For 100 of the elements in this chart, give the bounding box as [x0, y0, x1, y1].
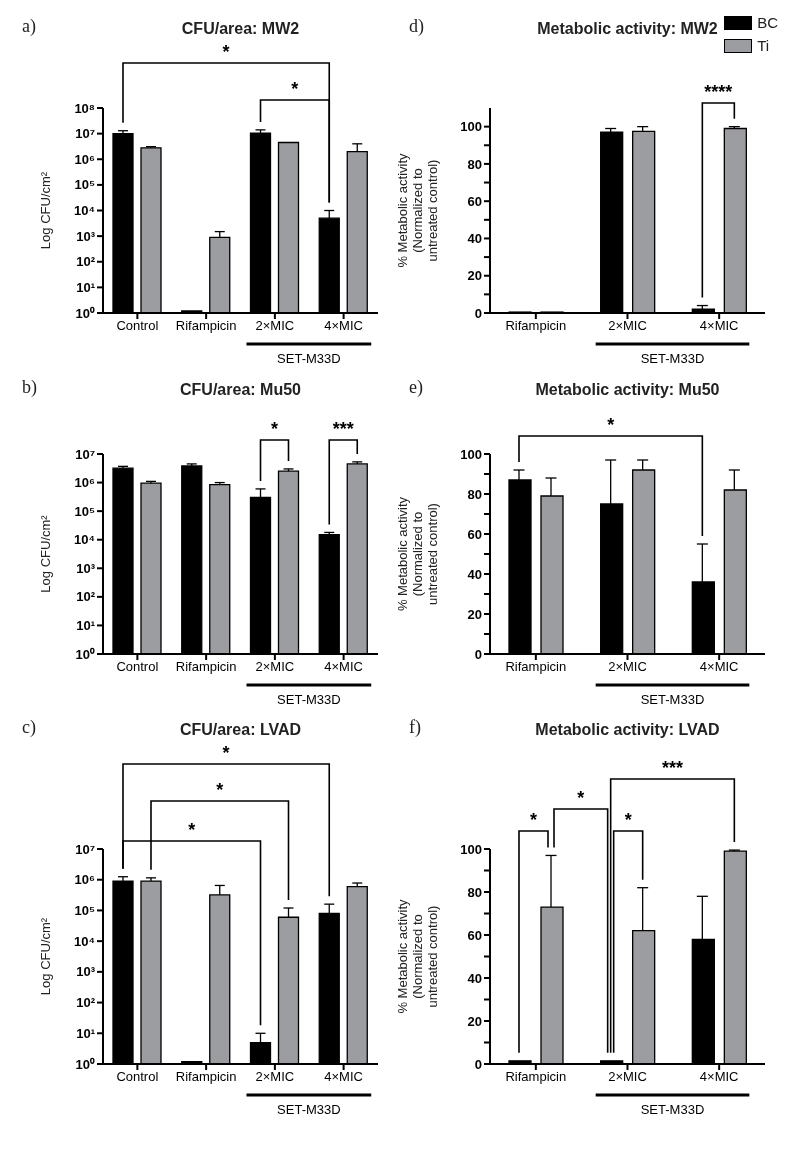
x-tick-label: 2×MIC	[255, 318, 295, 334]
text: ***	[332, 418, 354, 439]
y-tick-label: 10¹	[76, 617, 95, 633]
text: ***	[661, 758, 684, 779]
y-tick-label: 10⁷	[75, 841, 95, 857]
x-tick-label: Rifampicin	[175, 318, 237, 334]
y-axis-title: % Metabolic activity (Normalized to untreated control)	[395, 899, 440, 1014]
x-tick-label: 2×MIC	[608, 658, 647, 674]
y-tick-label: 40	[467, 231, 482, 247]
y-tick-label: 20	[467, 606, 482, 622]
text: SET-M33D	[277, 1102, 341, 1118]
x-tick-label: 2×MIC	[608, 318, 647, 334]
y-tick-label: 80	[467, 156, 482, 172]
y-tick-label: 10³	[76, 228, 96, 244]
x-tick-label: Rifampicin	[505, 318, 567, 334]
y-tick-label: 40	[467, 566, 482, 582]
text: *	[188, 820, 196, 841]
y-tick-label: 10⁶	[74, 872, 96, 888]
text: ****	[704, 82, 733, 102]
x-tick-label: 4×MIC	[324, 1069, 363, 1085]
y-tick-label: 10¹	[76, 279, 95, 295]
text: *	[222, 743, 230, 764]
legend-label: Ti	[757, 37, 770, 54]
y-tick-label: 60	[467, 193, 482, 209]
x-tick-label: Rifampicin	[505, 1069, 567, 1085]
text: f)	[409, 717, 421, 739]
text: b)	[22, 376, 37, 398]
text: d)	[409, 16, 424, 37]
y-tick-label: 10⁴	[74, 531, 95, 547]
x-tick-label: 4×MIC	[324, 658, 363, 674]
text: *	[222, 42, 230, 62]
y-tick-label: 10⁴	[74, 934, 95, 950]
text: c)	[22, 717, 36, 739]
legend-label: BC	[757, 14, 778, 31]
y-axis-title: Log CFU/cm²	[38, 171, 53, 250]
y-tick-label: 100	[460, 119, 482, 135]
text: *	[216, 780, 224, 801]
chart-title: Metabolic activity: MW2	[537, 20, 718, 37]
text: *	[577, 788, 585, 809]
y-tick-label: 40	[467, 970, 482, 986]
x-tick-label: Control	[116, 1069, 159, 1085]
y-tick-label: 10²	[76, 589, 96, 605]
y-tick-label: 0	[474, 1056, 482, 1072]
y-tick-label: 10¹	[76, 1026, 95, 1042]
y-tick-label: 10³	[76, 964, 96, 980]
text: SET-M33D	[640, 691, 705, 707]
y-tick-label: 10⁵	[74, 503, 95, 519]
y-tick-label: 0	[474, 305, 482, 321]
y-tick-label: 10⁷	[75, 126, 95, 142]
x-tick-label: 2×MIC	[255, 658, 295, 674]
text: *	[607, 414, 615, 435]
y-axis-title: % Metabolic activity (Normalized to untreated control)	[395, 496, 440, 611]
y-tick-label: 60	[467, 526, 482, 542]
x-tick-label: 4×MIC	[699, 1069, 739, 1085]
y-axis-title: % Metabolic activity (Normalized to untreated control)	[395, 152, 440, 268]
y-axis-title: Log CFU/cm²	[38, 514, 53, 593]
y-tick-label: 100	[460, 446, 482, 462]
text: SET-M33D	[640, 351, 705, 366]
y-tick-label: 60	[467, 927, 482, 943]
y-tick-label: 100	[460, 841, 482, 857]
x-tick-label: 2×MIC	[255, 1069, 295, 1085]
x-tick-label: Rifampicin	[505, 658, 567, 674]
y-tick-label: 10⁵	[74, 177, 95, 193]
text: *	[270, 418, 279, 439]
chart-title: Metabolic activity: LVAD	[534, 721, 721, 740]
y-tick-label: 20	[467, 1013, 482, 1029]
y-tick-label: 80	[467, 884, 482, 900]
y-tick-label: 10⁸	[74, 100, 95, 116]
x-tick-label: 4×MIC	[324, 318, 363, 334]
y-tick-label: 10⁷	[75, 446, 95, 462]
y-axis-title: Log CFU/cm²	[38, 917, 53, 996]
chart-title: CFU/area: Mu50	[180, 380, 301, 398]
y-tick-label: 10³	[76, 560, 96, 576]
chart-title: Metabolic activity: Mu50	[534, 380, 721, 399]
y-tick-label: 10⁶	[74, 474, 96, 490]
y-tick-label: 10²	[76, 995, 96, 1011]
text: *	[529, 810, 538, 831]
x-tick-label: Rifampicin	[175, 658, 237, 674]
y-tick-label: 80	[467, 486, 482, 502]
chart-title: CFU/area: MW2	[181, 20, 300, 37]
y-tick-label: 10⁰	[75, 646, 95, 662]
y-tick-label: 10⁵	[74, 903, 95, 919]
x-tick-label: 4×MIC	[699, 658, 739, 674]
y-tick-label: 20	[467, 268, 482, 284]
x-tick-label: Control	[116, 318, 159, 334]
y-tick-label: 10²	[76, 254, 96, 270]
x-tick-label: 4×MIC	[699, 318, 739, 334]
y-tick-label: 10⁴	[74, 203, 95, 219]
x-tick-label: Rifampicin	[175, 1069, 237, 1085]
y-tick-label: 0	[474, 646, 482, 662]
text: e)	[409, 376, 423, 398]
text: SET-M33D	[640, 1102, 705, 1118]
chart-title: CFU/area: LVAD	[179, 721, 302, 739]
text: *	[291, 79, 299, 99]
text: SET-M33D	[277, 691, 341, 707]
y-tick-label: 10⁰	[75, 305, 95, 321]
x-tick-label: Control	[116, 658, 159, 674]
text: SET-M33D	[277, 351, 341, 366]
text: a)	[22, 16, 36, 37]
x-tick-label: 2×MIC	[608, 1069, 647, 1085]
